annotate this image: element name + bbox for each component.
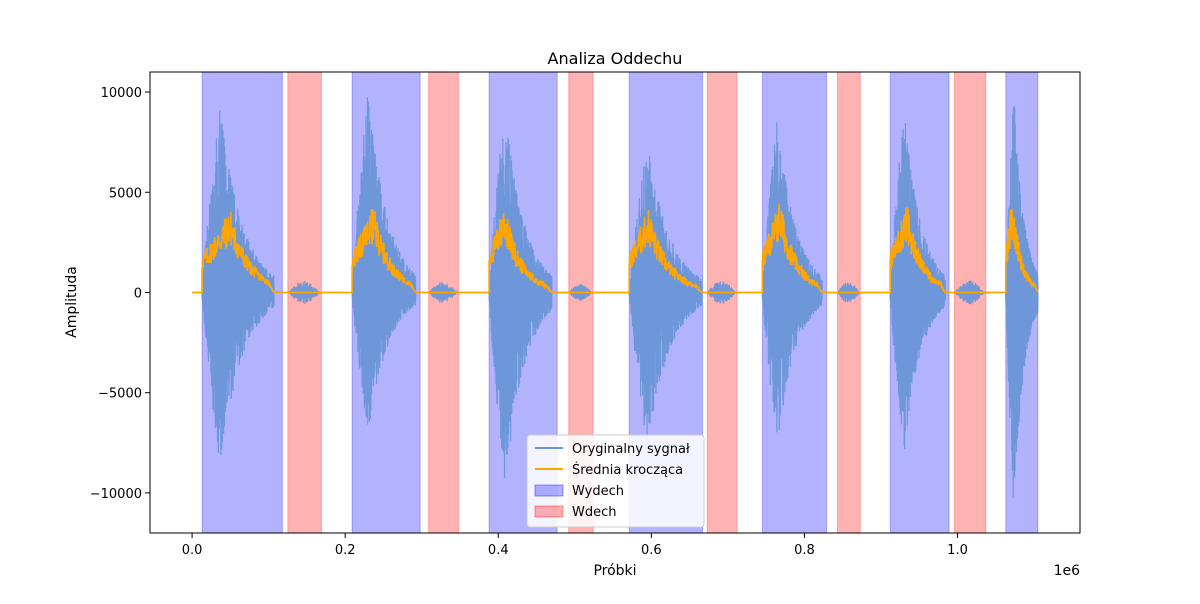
x-tick-label: 0.6 — [641, 543, 662, 558]
x-tick-label: 0.8 — [794, 543, 815, 558]
wdech-span — [706, 72, 738, 533]
y-axis-label: Amplituda — [64, 266, 80, 338]
y-tick-label: 0 — [134, 286, 142, 301]
x-tick-label: 0.4 — [488, 543, 509, 558]
wdech-span — [428, 72, 459, 533]
y-tick-label: 10000 — [101, 86, 142, 101]
legend-label: Wydech — [572, 484, 624, 499]
chart-title: Analiza Oddechu — [548, 49, 683, 68]
moving-average-line — [192, 203, 1039, 294]
original-signal-line — [192, 96, 1039, 499]
legend-swatch-patch — [534, 484, 564, 497]
wdech-span — [836, 72, 861, 533]
legend-label: Wdech — [572, 505, 617, 520]
x-offset-label: 1e6 — [1054, 563, 1081, 579]
legend-swatch-patch — [534, 505, 564, 518]
y-tick-label: 5000 — [109, 186, 142, 201]
x-axis-label: Próbki — [593, 563, 636, 579]
legend-box — [526, 434, 705, 528]
axes-frame — [149, 71, 1081, 534]
legend: Oryginalny sygnał Średnia krocząca Wydech W… — [526, 434, 705, 528]
legend-label: Średnia krocząca — [572, 462, 683, 478]
x-tick-label: 0.2 — [335, 543, 356, 558]
legend-label: Oryginalny sygnał — [572, 442, 690, 457]
x-tick-label: 1.0 — [947, 543, 968, 558]
y-tick-label: −10000 — [90, 487, 142, 502]
y-tick-label: −5000 — [98, 387, 142, 402]
x-tick-label: 0.0 — [182, 543, 203, 558]
